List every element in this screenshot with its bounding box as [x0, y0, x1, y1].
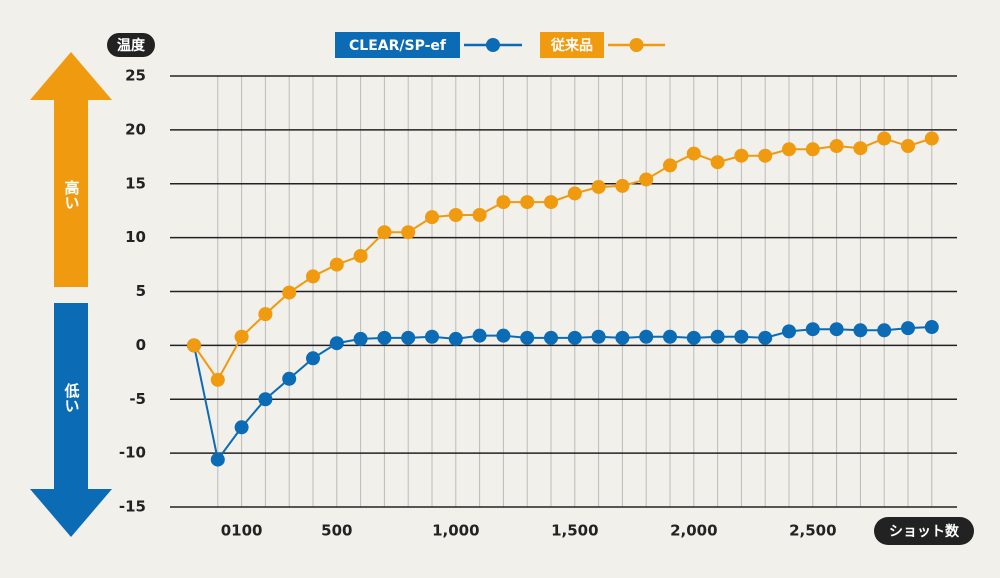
- point: [782, 324, 796, 339]
- point: [734, 148, 749, 163]
- point: [234, 329, 249, 344]
- point: [329, 336, 344, 351]
- y-tick-label: -10: [119, 444, 146, 462]
- point: [853, 141, 868, 156]
- legend-box: [335, 32, 460, 58]
- high-label: 高い: [63, 179, 81, 210]
- y-label-badge: [107, 33, 155, 57]
- y-tick-label: 5: [136, 282, 146, 300]
- point: [234, 420, 249, 435]
- y-tick-label: -15: [119, 498, 146, 516]
- point: [591, 179, 606, 194]
- point: [853, 323, 868, 338]
- point: [901, 321, 915, 336]
- point: [924, 320, 939, 335]
- point: [615, 330, 630, 345]
- x-axis-label: ショット数: [889, 523, 960, 540]
- point: [615, 178, 630, 193]
- x-tick-label: 2,000: [670, 522, 717, 540]
- x-tick-label: 2,500: [789, 522, 836, 540]
- y-tick-label: -5: [129, 390, 146, 408]
- point: [377, 225, 392, 240]
- point: [401, 330, 416, 345]
- legend-label: CLEAR/SP-ef: [349, 38, 447, 54]
- point: [520, 195, 535, 210]
- point: [591, 329, 606, 344]
- point: [187, 338, 201, 353]
- point: [425, 329, 439, 344]
- point: [306, 351, 320, 366]
- point: [782, 142, 796, 157]
- low-arrow: [30, 303, 112, 537]
- series-line: [193, 137, 933, 382]
- y-tick-label: 15: [125, 174, 146, 192]
- high-arrow: [30, 52, 112, 287]
- point: [567, 330, 582, 345]
- point: [544, 195, 558, 210]
- point: [306, 269, 320, 284]
- point: [520, 330, 535, 345]
- point: [686, 330, 701, 345]
- y-tick-label: 0: [136, 336, 146, 354]
- point: [496, 328, 511, 343]
- point: [686, 146, 701, 161]
- point: [567, 186, 582, 201]
- point: [401, 225, 416, 240]
- point: [210, 452, 225, 467]
- point: [282, 371, 297, 386]
- x-tick-label: 500: [321, 522, 352, 540]
- point: [425, 210, 439, 225]
- point: [877, 131, 892, 146]
- point: [282, 285, 297, 300]
- legend-box: [540, 32, 604, 58]
- point: [829, 139, 844, 154]
- y-tick-label: 20: [125, 120, 146, 138]
- y-tick-label: 25: [125, 67, 146, 85]
- point: [258, 307, 273, 322]
- x-label-badge: [874, 517, 974, 545]
- point: [805, 322, 820, 337]
- point: [472, 207, 487, 222]
- point: [924, 131, 939, 146]
- point: [329, 257, 344, 272]
- y-axis-label: 温度: [117, 37, 146, 54]
- point: [710, 155, 725, 170]
- point: [877, 323, 892, 338]
- point: [901, 139, 915, 154]
- point: [639, 329, 654, 344]
- point: [448, 207, 463, 222]
- point: [496, 195, 511, 210]
- point: [663, 158, 677, 173]
- point: [353, 248, 368, 263]
- legend-marker: [629, 38, 644, 52]
- x-tick-label: 1,000: [432, 522, 479, 540]
- point: [448, 331, 463, 346]
- point: [377, 330, 392, 345]
- series-line: [193, 326, 932, 462]
- point: [258, 392, 273, 407]
- point: [353, 331, 368, 346]
- point: [544, 330, 558, 345]
- point: [639, 172, 654, 187]
- legend-label: 従来品: [550, 37, 593, 54]
- point: [734, 329, 749, 344]
- x-tick-label: 1,500: [551, 522, 598, 540]
- point: [710, 329, 725, 344]
- point: [758, 330, 773, 345]
- x-tick-label: 0100: [221, 522, 263, 540]
- point: [663, 329, 677, 344]
- point: [472, 328, 487, 343]
- legend-marker: [486, 38, 500, 52]
- point: [805, 142, 820, 157]
- y-tick-label: 10: [125, 228, 146, 246]
- low-label: 低い: [63, 382, 81, 413]
- point: [758, 148, 773, 163]
- point: [829, 322, 844, 337]
- point: [210, 372, 225, 387]
